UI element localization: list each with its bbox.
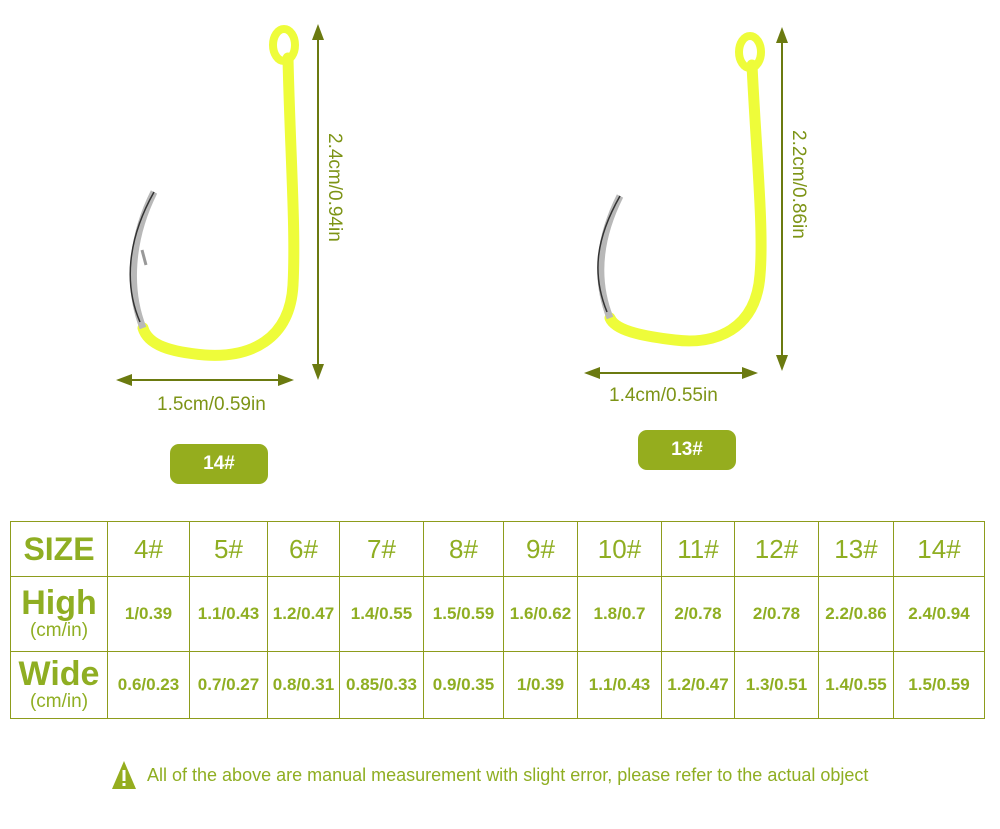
size-cell: 11#: [661, 521, 735, 577]
hook-14-width-label: 1.5cm/0.59in: [157, 394, 266, 415]
wide-cell: 0.9/0.35: [423, 651, 504, 719]
wide-cell: 1.1/0.43: [577, 651, 662, 719]
disclaimer-note: All of the above are manual measurement …: [111, 760, 868, 790]
wide-cell: 0.85/0.33: [339, 651, 424, 719]
hook-14-height-label: 2.4cm/0.94in: [324, 133, 345, 242]
hooks-illustration: [116, 24, 788, 386]
wide-cell: 0.7/0.27: [189, 651, 268, 719]
high-cell: 1.8/0.7: [577, 576, 662, 652]
high-cell: 1.1/0.43: [189, 576, 268, 652]
size-cell: 10#: [577, 521, 662, 577]
high-cell: 2.4/0.94: [893, 576, 985, 652]
hook-13-size-badge: 13#: [638, 430, 736, 470]
high-cell: 1.5/0.59: [423, 576, 504, 652]
size-header: SIZE: [10, 521, 108, 577]
wide-cell: 1.3/0.51: [734, 651, 819, 719]
disclaimer-text: All of the above are manual measurement …: [147, 764, 869, 785]
size-table: SIZE 4# 5# 6# 7# 8# 9# 10# 11# 12# 13# 14# High (cm…: [10, 521, 985, 719]
hook-14-image: [129, 25, 300, 361]
high-cell: 1.4/0.55: [339, 576, 424, 652]
size-cell: 8#: [423, 521, 504, 577]
high-cell: 2/0.78: [734, 576, 819, 652]
size-cell: 14#: [893, 521, 985, 577]
warning-icon: [112, 761, 136, 789]
high-cell: 1/0.39: [107, 576, 190, 652]
wide-cell: 0.8/0.31: [267, 651, 340, 719]
high-cell: 2/0.78: [661, 576, 735, 652]
wide-header: Wide (cm/in): [10, 651, 108, 719]
high-row: High (cm/in) 1/0.39 1.1/0.43 1.2/0.47 1.4/0.…: [10, 576, 985, 652]
wide-cell: 1/0.39: [503, 651, 578, 719]
high-header: High (cm/in): [10, 576, 108, 652]
high-cell: 2.2/0.86: [818, 576, 894, 652]
hook-14-size-badge: 14#: [170, 444, 268, 484]
wide-cell: 1.4/0.55: [818, 651, 894, 719]
high-cell: 1.2/0.47: [267, 576, 340, 652]
hook-13-width-label: 1.4cm/0.55in: [609, 385, 718, 406]
size-cell: 13#: [818, 521, 894, 577]
size-cell: 4#: [107, 521, 190, 577]
hook-13-height-label: 2.2cm/0.86in: [788, 130, 809, 239]
size-cell: 12#: [734, 521, 819, 577]
size-cell: 9#: [503, 521, 578, 577]
size-cell: 7#: [339, 521, 424, 577]
size-cell: 6#: [267, 521, 340, 577]
wide-cell: 1.5/0.59: [893, 651, 985, 719]
high-cell: 1.6/0.62: [503, 576, 578, 652]
wide-row: Wide (cm/in) 0.6/0.23 0.7/0.27 0.8/0.31 0.85…: [10, 651, 985, 719]
wide-cell: 0.6/0.23: [107, 651, 190, 719]
size-cell: 5#: [189, 521, 268, 577]
size-row: SIZE 4# 5# 6# 7# 8# 9# 10# 11# 12# 13# 14#: [10, 521, 985, 577]
hook-13-image: [597, 32, 767, 347]
wide-cell: 1.2/0.47: [661, 651, 735, 719]
